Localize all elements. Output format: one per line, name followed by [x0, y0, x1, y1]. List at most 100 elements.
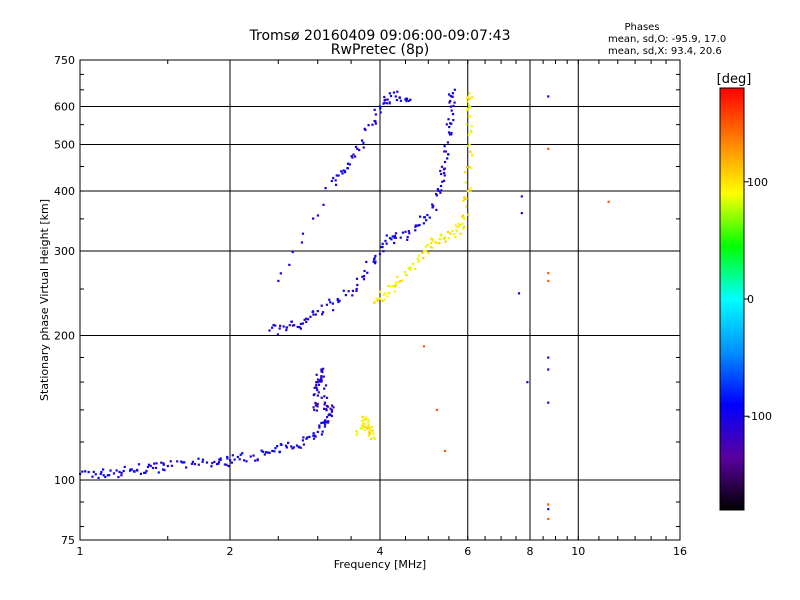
data-point	[361, 275, 364, 278]
data-point	[547, 503, 550, 506]
data-point	[340, 170, 343, 173]
data-point	[388, 92, 391, 95]
data-point	[405, 274, 408, 277]
data-point	[316, 309, 319, 313]
data-point	[406, 235, 409, 239]
data-point	[332, 309, 335, 312]
data-point	[290, 320, 293, 323]
data-point	[388, 101, 391, 104]
data-point	[344, 293, 347, 297]
data-point	[401, 279, 404, 282]
data-point	[303, 318, 306, 321]
data-point	[322, 407, 326, 410]
data-point	[129, 468, 132, 471]
data-point	[411, 262, 415, 266]
data-point	[117, 475, 120, 479]
data-point	[469, 167, 473, 170]
data-point	[466, 100, 469, 103]
data-point	[470, 125, 473, 128]
data-point	[461, 222, 464, 225]
data-point	[312, 406, 315, 409]
data-point	[371, 429, 374, 432]
stats-line-o: mean, sd,O: -95.9, 17.0	[608, 34, 726, 45]
data-point	[363, 417, 366, 420]
data-point	[102, 474, 105, 477]
data-point	[112, 472, 116, 475]
data-point	[316, 405, 319, 408]
data-point	[347, 290, 350, 293]
data-point	[306, 318, 310, 321]
data-point	[452, 118, 455, 122]
data-point	[99, 472, 102, 476]
data-point	[451, 229, 454, 232]
data-point	[316, 402, 319, 405]
data-point	[132, 470, 136, 473]
data-point	[323, 421, 326, 424]
data-point	[181, 461, 184, 464]
data-point	[468, 143, 471, 146]
data-point	[429, 237, 432, 240]
data-point	[431, 237, 434, 241]
data-point	[443, 167, 446, 170]
data-point	[452, 104, 455, 107]
data-point	[367, 124, 370, 127]
data-point	[143, 471, 146, 475]
y-tick-label: 300	[54, 245, 75, 258]
data-point	[122, 469, 125, 473]
data-point	[405, 99, 408, 103]
data-point	[299, 322, 303, 326]
data-point	[372, 436, 375, 439]
data-point	[381, 299, 384, 303]
data-point	[470, 131, 473, 134]
data-point	[382, 250, 385, 253]
data-point	[448, 101, 451, 104]
data-point	[276, 333, 280, 336]
data-point	[272, 323, 275, 327]
data-point	[318, 380, 322, 383]
data-point	[106, 474, 109, 477]
data-point	[407, 99, 410, 103]
data-point	[305, 437, 308, 440]
data-point	[384, 239, 387, 243]
data-point	[348, 163, 351, 166]
data-point	[270, 326, 274, 329]
data-point	[373, 258, 376, 261]
data-point	[385, 234, 388, 237]
data-point	[441, 180, 444, 183]
x-axis-label: Frequency [MHz]	[334, 558, 426, 571]
data-point	[449, 105, 453, 108]
data-point	[374, 120, 377, 123]
data-point	[302, 436, 305, 439]
data-point	[397, 280, 400, 284]
data-point	[104, 475, 107, 479]
data-point	[332, 176, 335, 180]
data-point	[426, 243, 429, 247]
data-point	[463, 217, 466, 221]
data-point	[274, 324, 277, 327]
data-point	[185, 466, 188, 469]
data-point	[409, 266, 412, 269]
data-point	[354, 145, 358, 148]
data-point	[368, 431, 371, 434]
data-point	[315, 381, 318, 384]
data-point	[137, 463, 141, 466]
data-point	[466, 109, 469, 112]
data-point	[176, 460, 179, 463]
data-point	[306, 436, 309, 439]
data-point	[434, 241, 437, 244]
data-point	[607, 200, 610, 203]
data-point	[355, 434, 358, 437]
data-point	[302, 443, 305, 446]
data-point	[387, 291, 390, 295]
data-point	[338, 299, 341, 302]
data-point	[393, 236, 396, 239]
data-point	[271, 449, 274, 452]
data-point	[315, 384, 318, 387]
data-point	[360, 419, 364, 422]
data-point	[394, 236, 397, 239]
data-point	[394, 95, 397, 98]
data-point	[355, 277, 359, 280]
data-point	[367, 426, 370, 429]
y-tick-label: 75	[61, 534, 75, 547]
